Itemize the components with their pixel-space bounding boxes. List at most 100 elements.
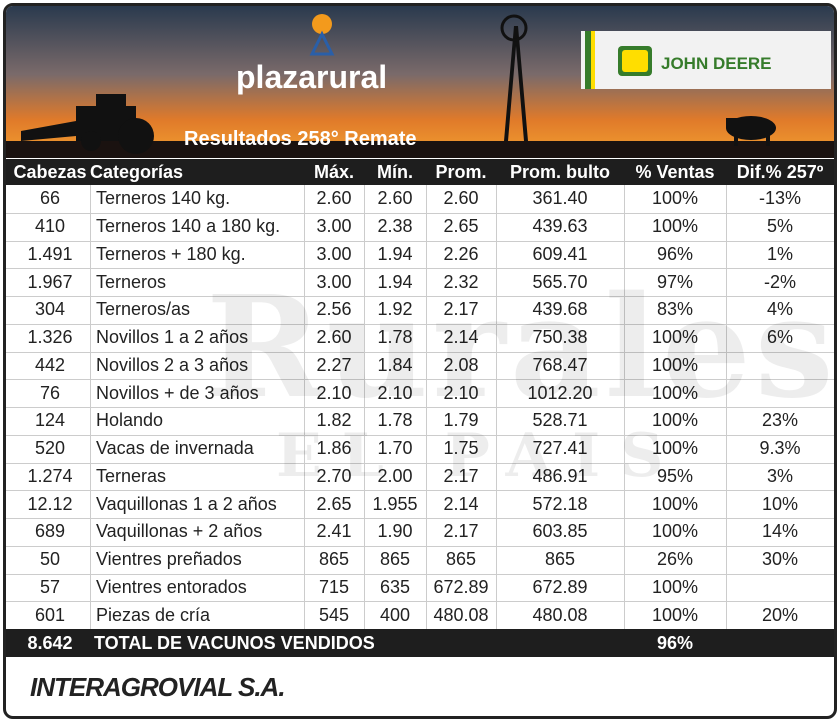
table-cell: 2.14	[443, 327, 479, 348]
cell-border	[726, 323, 727, 352]
cell-border	[426, 323, 427, 352]
table-cell: 1.86	[316, 438, 352, 459]
table-cell: 442	[34, 354, 66, 375]
table-cell: 400	[379, 604, 411, 625]
cell-border	[304, 545, 305, 574]
table-row: 1.491 Terneros + 180 kg. 3.00 1.94 2.26 609.4…	[6, 240, 834, 270]
table-cell: 2.56	[316, 299, 352, 320]
table-cell: 100%	[651, 438, 699, 459]
cell-border	[426, 351, 427, 380]
cell-border	[364, 240, 365, 269]
table-row: 601 Piezas de cría 545 400 480.08 480.08 100% 2…	[6, 601, 834, 630]
table-cell: 2.10	[377, 382, 413, 403]
cell-border	[304, 240, 305, 269]
table-row: 304 Terneros/as 2.56 1.92 2.17 439.68 83% 4%	[6, 296, 834, 325]
table-cell: 76	[39, 382, 61, 403]
table-cell: 689	[34, 521, 66, 542]
cell-border	[726, 518, 727, 546]
cell-border	[496, 545, 497, 574]
table-cell: 2.32	[443, 271, 479, 292]
table-cell: 2.08	[443, 354, 479, 375]
table-row: 1.326 Novillos 1 a 2 años 2.60 1.78 2.14 750.…	[6, 323, 834, 353]
table-row: 12.12 Vaquillonas 1 a 2 años 2.65 1.955 2.14…	[6, 490, 834, 519]
table-cell: 1%	[766, 243, 793, 264]
table-cell: -13%	[758, 188, 802, 209]
table-cell: 1.75	[443, 438, 479, 459]
table-cell: 1.967	[27, 271, 73, 292]
cell-border	[624, 434, 625, 463]
table-cell: 96%	[656, 243, 694, 264]
table-cell: Novillos 1 a 2 años	[96, 327, 249, 348]
table-cell: 480.08	[532, 604, 588, 625]
cell-border	[364, 379, 365, 407]
table-cell: 1.70	[377, 438, 413, 459]
table-cell: 439.63	[532, 216, 588, 237]
table-cell: 2.60	[443, 188, 479, 209]
cell-border	[496, 323, 497, 352]
table-cell: 865	[379, 549, 411, 570]
table-cell: Piezas de cría	[96, 604, 211, 625]
cell-border	[304, 185, 305, 213]
cell-border	[496, 434, 497, 463]
table-cell: 361.40	[532, 188, 588, 209]
cell-border	[624, 240, 625, 269]
cell-border	[426, 434, 427, 463]
table-cell: 100%	[651, 354, 699, 375]
table-cell: 1.82	[316, 410, 352, 431]
table-cell: 2.26	[443, 243, 479, 264]
total-cell: TOTAL DE VACUNOS VENDIDOS	[94, 632, 375, 653]
table-cell: 2.60	[316, 327, 352, 348]
table-cell: 6%	[766, 327, 793, 348]
cell-border	[726, 462, 727, 491]
cell-border	[364, 296, 365, 324]
table-cell: 1.90	[377, 521, 413, 542]
table-cell: 2.60	[377, 188, 413, 209]
table-row: 124 Holando 1.82 1.78 1.79 528.71 100% 23%	[6, 407, 834, 436]
table-cell: 715	[318, 576, 350, 597]
table-cell: 10%	[761, 493, 799, 514]
table-cell: 2.14	[443, 493, 479, 514]
table-cell: Novillos 2 a 3 años	[96, 354, 249, 375]
table-cell: 520	[34, 438, 66, 459]
table-cell: 572.18	[532, 493, 588, 514]
cell-border	[496, 379, 497, 407]
table-row: 50 Vientres preñados 865 865 865 865 26% 30%	[6, 545, 834, 575]
table-cell: 100%	[651, 410, 699, 431]
table-cell: 528.71	[532, 410, 588, 431]
cell-border	[304, 573, 305, 602]
table-cell: 2.17	[443, 521, 479, 542]
cell-border	[90, 379, 91, 407]
cell-border	[624, 573, 625, 602]
table-cell: 3.00	[316, 243, 352, 264]
cell-border	[726, 545, 727, 574]
brand: plazarural	[236, 59, 387, 95]
table-cell: 23%	[761, 410, 799, 431]
cell-border	[624, 490, 625, 518]
table-cell: Vientres entorados	[96, 576, 247, 597]
table-cell: 2.65	[316, 493, 352, 514]
cell-border	[496, 601, 497, 629]
table-row: 1.274 Terneras 2.70 2.00 2.17 486.91 95% 3%	[6, 462, 834, 492]
cell-border	[496, 296, 497, 324]
table: Cabezas Categorías Máx. Mín. Prom. Prom. bult…	[6, 159, 834, 659]
cell-border	[624, 296, 625, 324]
cell-border	[426, 407, 427, 435]
table-cell: 439.68	[532, 299, 588, 320]
table-cell: Terneros	[96, 271, 167, 292]
table-cell: 2.27	[316, 354, 352, 375]
cell-border	[726, 240, 727, 269]
table-cell: 124	[34, 410, 66, 431]
cell-border	[496, 240, 497, 269]
watermark: Rurales	[206, 266, 837, 430]
column-header: Mín.	[377, 161, 413, 182]
table-cell: 2.17	[443, 299, 479, 320]
table-cell: 2.65	[443, 216, 479, 237]
watermark-sub: EL PAIS	[276, 421, 684, 491]
table-cell: Novillos + de 3 años	[96, 382, 259, 403]
table-cell: 5%	[766, 216, 793, 237]
cell-border	[426, 185, 427, 213]
table-cell: 672.89	[433, 576, 489, 597]
cell-border	[726, 379, 727, 407]
cell-border	[624, 601, 625, 629]
table-cell: 3.00	[316, 216, 352, 237]
